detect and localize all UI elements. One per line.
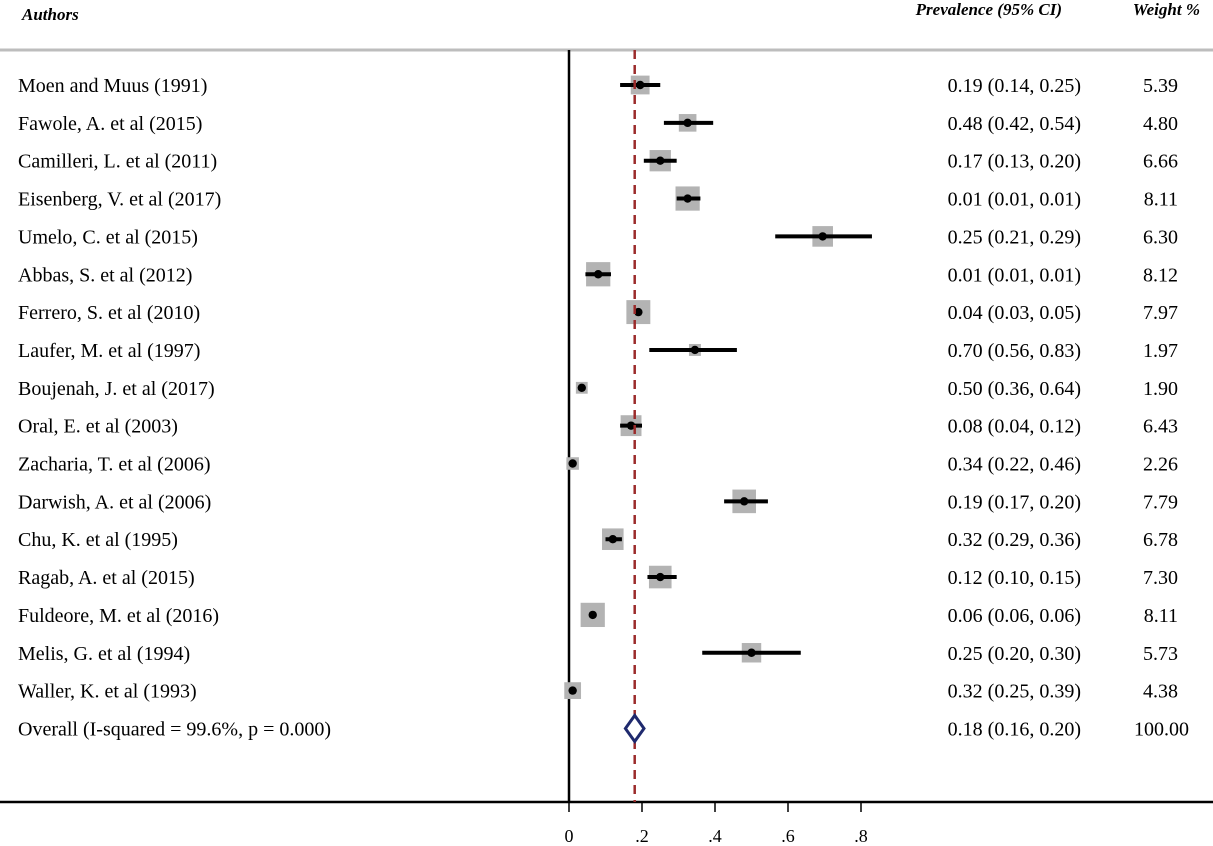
study-weight-value: 6.30	[1143, 226, 1178, 248]
study-point-estimate	[608, 535, 617, 544]
study-weight-value: 5.73	[1143, 643, 1178, 665]
study-label: Boujenah, J. et al (2017)	[18, 378, 215, 400]
study-ci-value: 0.48 (0.42, 0.54)	[948, 113, 1081, 135]
study-ci-value: 0.32 (0.25, 0.39)	[948, 681, 1081, 703]
study-label: Melis, G. et al (1994)	[18, 643, 190, 665]
study-label: Abbas, S. et al (2012)	[18, 264, 192, 286]
overall-diamond	[623, 712, 646, 745]
study-ci-value: 0.01 (0.01, 0.01)	[948, 189, 1081, 211]
study-point-estimate	[594, 270, 603, 279]
study-point-estimate	[740, 497, 749, 506]
x-tick-label: .2	[635, 826, 649, 846]
study-point-estimate	[635, 80, 645, 90]
study-label: Moen and Muus (1991)	[18, 75, 207, 97]
study-point-estimate	[568, 686, 577, 695]
study-weight-value: 6.78	[1143, 529, 1178, 551]
study-weight-value: 8.11	[1144, 605, 1178, 627]
x-tick-label: .6	[781, 826, 795, 846]
study-ci-value: 0.50 (0.36, 0.64)	[948, 378, 1081, 400]
study-label: Oral, E. et al (2003)	[18, 416, 178, 438]
study-label: Fuldeore, M. et al (2016)	[18, 605, 219, 627]
study-weight-value: 4.38	[1143, 681, 1178, 703]
study-point-estimate	[683, 194, 692, 203]
study-ci-value: 0.25 (0.21, 0.29)	[948, 226, 1081, 248]
study-ci-value: 0.70 (0.56, 0.83)	[948, 340, 1081, 362]
study-weight-value: 5.39	[1143, 75, 1178, 97]
study-point-estimate	[588, 610, 597, 620]
study-weight-value: 7.79	[1143, 491, 1178, 513]
study-weight-value: 1.90	[1143, 378, 1178, 400]
study-ci-value: 0.19 (0.17, 0.20)	[948, 491, 1081, 513]
overall-label: Overall (I-squared = 99.6%, p = 0.000)	[18, 718, 331, 740]
study-weight-value: 4.80	[1143, 113, 1178, 135]
study-ci-value: 0.01 (0.01, 0.01)	[948, 264, 1081, 286]
study-label: Chu, K. et al (1995)	[18, 529, 178, 551]
study-label: Darwish, A. et al (2006)	[18, 491, 211, 513]
study-point-estimate	[656, 156, 665, 165]
study-point-estimate	[568, 459, 577, 468]
study-ci-value: 0.34 (0.22, 0.46)	[948, 454, 1081, 476]
weight-header: Weight %	[1133, 0, 1200, 19]
study-label: Eisenberg, V. et al (2017)	[18, 189, 221, 211]
study-label: Fawole, A. et al (2015)	[18, 113, 202, 135]
study-label: Ferrero, S. et al (2010)	[18, 302, 200, 324]
study-ci-value: 0.19 (0.14, 0.25)	[948, 75, 1081, 97]
overall-ci-value: 0.18 (0.16, 0.20)	[948, 718, 1081, 740]
study-weight-value: 8.11	[1144, 189, 1178, 211]
study-point-estimate	[577, 383, 586, 392]
study-weight-value: 2.26	[1143, 454, 1178, 476]
study-weight-value: 7.30	[1143, 567, 1178, 589]
study-label: Camilleri, L. et al (2011)	[18, 151, 217, 173]
study-ci-value: 0.06 (0.06, 0.06)	[948, 605, 1081, 627]
study-ci-value: 0.32 (0.29, 0.36)	[948, 529, 1081, 551]
study-ci-value: 0.08 (0.04, 0.12)	[948, 416, 1081, 438]
plot-marks: 0 .2 .4 .6 .8 Moen and Muus (1991) 0.19 (0.14,…	[0, 50, 1213, 846]
study-point-estimate	[690, 345, 700, 355]
study-weight-value: 7.97	[1143, 302, 1178, 324]
study-point-estimate	[683, 118, 692, 128]
study-weight-value: 6.43	[1143, 416, 1178, 438]
study-label: Laufer, M. et al (1997)	[18, 340, 200, 362]
authors-header: Authors	[21, 5, 79, 24]
x-tick-label: .4	[708, 826, 722, 846]
study-label: Waller, K. et al (1993)	[18, 681, 197, 703]
prevalence-header: Prevalence (95% CI)	[915, 0, 1062, 19]
x-tick-label: 0	[565, 826, 574, 846]
study-point-estimate	[634, 307, 643, 317]
study-ci-value: 0.12 (0.10, 0.15)	[948, 567, 1081, 589]
study-weight-value: 1.97	[1143, 340, 1178, 362]
study-label: Umelo, C. et al (2015)	[18, 226, 198, 248]
study-ci-value: 0.04 (0.03, 0.05)	[948, 302, 1081, 324]
study-weight-value: 8.12	[1143, 264, 1178, 286]
study-point-estimate	[626, 421, 636, 430]
study-point-estimate	[656, 572, 665, 582]
study-label: Zacharia, T. et al (2006)	[18, 454, 211, 476]
study-point-estimate	[818, 232, 827, 241]
x-tick-label: .8	[854, 826, 868, 846]
study-weight-value: 6.66	[1143, 151, 1178, 173]
overall-weight-value: 100.00	[1134, 718, 1189, 740]
study-ci-value: 0.25 (0.20, 0.30)	[948, 643, 1081, 665]
study-ci-value: 0.17 (0.13, 0.20)	[948, 151, 1081, 173]
study-point-estimate	[747, 648, 756, 657]
study-label: Ragab, A. et al (2015)	[18, 567, 195, 589]
